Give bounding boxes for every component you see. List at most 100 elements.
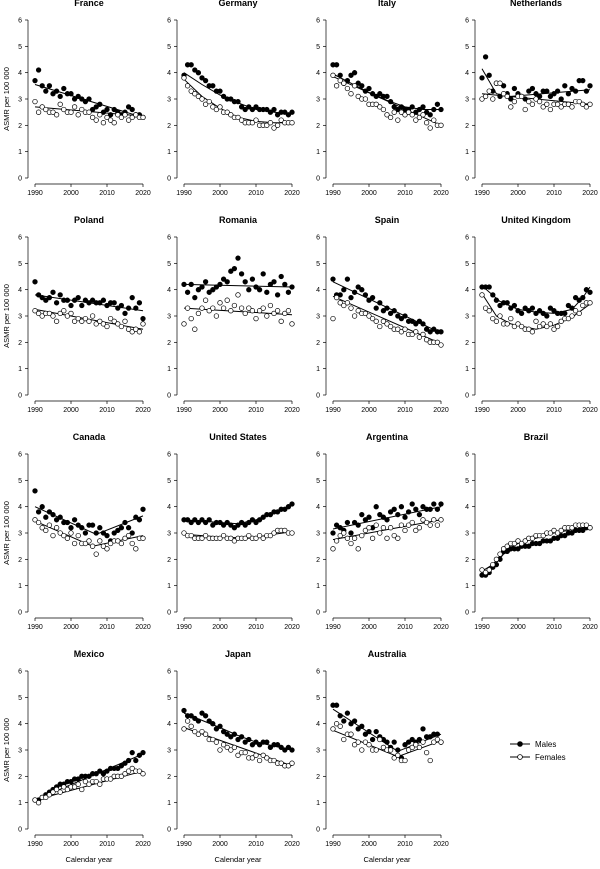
males-point xyxy=(104,302,110,309)
females-point xyxy=(97,781,103,787)
females-point xyxy=(351,742,358,748)
females-point xyxy=(210,736,216,743)
females-point xyxy=(330,726,336,732)
females-point xyxy=(133,326,139,332)
y-tick-label: 0 xyxy=(167,393,171,400)
males-point xyxy=(409,318,415,324)
males-point xyxy=(427,112,433,118)
females-point xyxy=(351,83,358,89)
males-point xyxy=(32,77,38,84)
x-tick-label: 1990 xyxy=(325,190,341,197)
y-tick-label: 2 xyxy=(18,340,22,347)
females-point xyxy=(181,75,187,81)
females-point xyxy=(402,326,408,332)
males-point xyxy=(377,91,383,97)
males-point xyxy=(337,713,343,719)
males-point xyxy=(427,329,433,335)
males-point xyxy=(409,501,415,507)
females-point xyxy=(395,326,401,332)
x-tick-label: 2000 xyxy=(361,624,377,631)
females-point xyxy=(380,318,387,324)
females-point xyxy=(479,292,485,298)
males-point xyxy=(43,514,49,520)
y-tick-label: 1 xyxy=(167,366,171,373)
females-point xyxy=(202,731,209,737)
panel-spain: Spain 0 1 2 3 4 5 6 1990 2000 2010 2020 xyxy=(316,215,449,414)
females-point xyxy=(199,96,205,102)
y-tick-label: 3 xyxy=(18,314,22,321)
y-tick-label: 4 xyxy=(316,70,320,77)
males-point xyxy=(362,292,369,298)
males-point xyxy=(253,519,259,526)
females-point xyxy=(206,308,212,314)
females-point xyxy=(192,728,198,735)
males-point xyxy=(122,519,128,526)
females-point xyxy=(238,117,245,123)
panel-mexico: Mexico 0 1 2 3 4 5 6 1990 2000 2010 2020 ASMR per 10… xyxy=(2,649,151,864)
males-point xyxy=(282,506,288,512)
males-point xyxy=(202,279,209,285)
males-point xyxy=(551,308,557,314)
x-tick-label: 2020 xyxy=(433,841,449,848)
y-tick-label: 2 xyxy=(167,774,171,781)
males-point xyxy=(274,292,281,298)
females-point xyxy=(540,321,546,327)
males-point xyxy=(253,104,259,110)
females-point xyxy=(202,297,209,303)
y-tick-label: 6 xyxy=(167,452,171,459)
females-point xyxy=(413,742,419,748)
panel-title: Italy xyxy=(378,0,396,8)
y-tick-label: 4 xyxy=(316,504,320,511)
females-point xyxy=(540,104,546,110)
males-point xyxy=(249,106,256,113)
females-point xyxy=(210,305,216,311)
males-point xyxy=(68,91,74,97)
females-point xyxy=(486,88,492,94)
males-point xyxy=(97,300,103,306)
males-point xyxy=(111,106,117,113)
x-tick-label: 2010 xyxy=(546,624,562,631)
males-point xyxy=(86,300,92,306)
males-point xyxy=(529,85,536,92)
females-point xyxy=(344,300,351,306)
x-tick-label: 2020 xyxy=(135,407,151,414)
females-point xyxy=(75,315,81,322)
males-point xyxy=(68,525,74,531)
x-tick-label: 2010 xyxy=(546,190,562,197)
males-point xyxy=(482,54,489,60)
males-point xyxy=(46,83,53,89)
females-point xyxy=(115,321,121,327)
y-tick-label: 1 xyxy=(18,149,22,156)
males-point xyxy=(260,514,266,520)
females-point xyxy=(547,530,554,536)
females-point xyxy=(511,323,518,330)
males-point xyxy=(420,104,426,110)
males-point xyxy=(366,297,372,303)
males-point xyxy=(387,98,394,105)
females-point xyxy=(89,114,96,121)
females-point xyxy=(511,98,518,105)
x-axis-title: Calendar year xyxy=(214,855,262,864)
males-point xyxy=(220,93,227,100)
females-point xyxy=(140,535,146,541)
females-point xyxy=(53,112,60,118)
y-tick-label: 3 xyxy=(465,531,469,538)
females-point xyxy=(195,93,202,100)
females-point xyxy=(86,538,92,544)
females-point xyxy=(206,98,212,105)
females-point xyxy=(348,540,354,547)
males-point xyxy=(536,93,543,100)
females-point xyxy=(217,535,223,541)
males-point xyxy=(395,511,401,518)
males-point xyxy=(220,728,227,735)
females-point xyxy=(500,91,507,97)
males-point xyxy=(256,742,263,748)
females-point xyxy=(536,323,543,330)
males-point xyxy=(554,88,561,94)
males-point xyxy=(50,289,56,295)
females-point xyxy=(53,318,60,324)
y-tick-label: 5 xyxy=(167,261,171,268)
males-point xyxy=(64,519,71,526)
females-point xyxy=(438,739,444,745)
males-point xyxy=(32,488,38,494)
